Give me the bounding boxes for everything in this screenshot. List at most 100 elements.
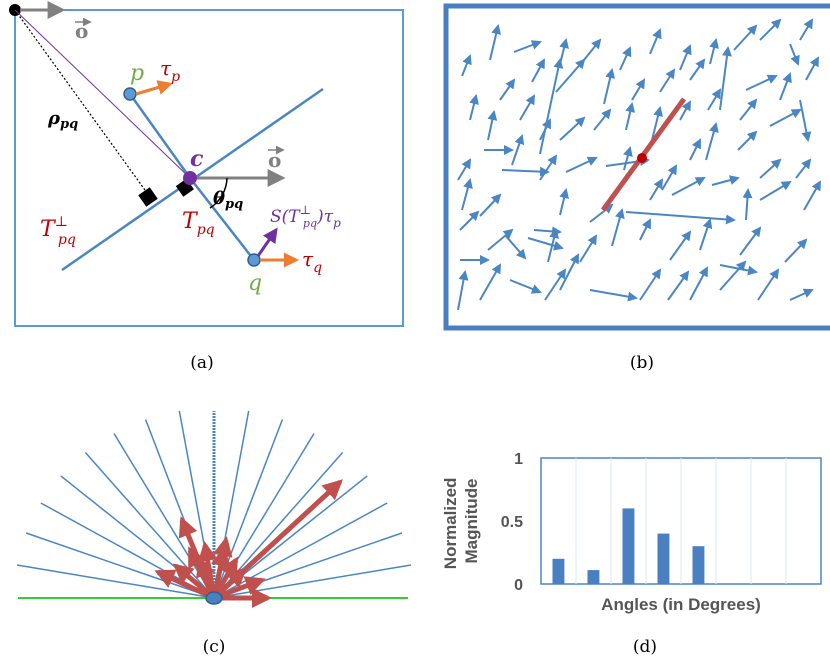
weighted-vector	[211, 536, 233, 599]
field-vector	[479, 193, 502, 217]
pq-segment-lower	[189, 177, 255, 261]
field-vector	[789, 43, 800, 66]
field-vector	[539, 154, 558, 181]
caption-b: (b)	[630, 353, 654, 373]
c-point	[183, 171, 197, 185]
field-vector	[679, 100, 691, 121]
field-vector	[719, 46, 732, 111]
field-vector	[559, 116, 586, 141]
y-tick-label: 0.5	[501, 514, 523, 531]
field-vector	[669, 230, 692, 261]
field-vector	[539, 58, 564, 155]
theta-arc	[209, 177, 228, 209]
weighted-vector	[172, 563, 216, 600]
caption-d: (d)	[633, 637, 657, 657]
field-vector	[742, 188, 753, 221]
field-vector	[779, 72, 792, 101]
x-axis-label: Angles (in Degrees)	[601, 595, 761, 614]
panel-b: (b)	[443, 3, 830, 373]
field-vector	[555, 58, 586, 93]
tau-p-arrow	[135, 80, 173, 96]
s-tau-arrow	[256, 227, 278, 257]
field-vector	[457, 158, 472, 181]
field-vector	[651, 106, 663, 141]
field-vector	[689, 138, 701, 161]
c-label: c	[190, 146, 204, 172]
caption-a: (a)	[190, 353, 213, 373]
field-vector	[733, 24, 758, 51]
o-label-mid: o	[268, 148, 281, 172]
field-vector	[705, 122, 719, 161]
bar	[692, 546, 705, 584]
field-vector	[759, 180, 792, 201]
orientation-ray	[16, 564, 215, 599]
field-vector	[649, 178, 664, 201]
edge-center-point	[637, 153, 647, 163]
field-vector	[805, 56, 819, 81]
field-vector	[639, 268, 662, 301]
panel-d: 0 0.5 1 Normalized Magnitude Angles (in De…	[441, 451, 822, 657]
field-vector	[531, 58, 545, 83]
field-vector	[533, 226, 562, 237]
y-tick-label: 0	[514, 577, 523, 594]
panel-b-frame	[443, 3, 830, 331]
field-vector	[619, 46, 632, 71]
y-tick-label: 1	[514, 451, 523, 468]
field-vector	[631, 78, 646, 101]
field-vector	[565, 156, 598, 173]
rho-dotted-line	[14, 9, 151, 198]
s-tau-label: S(T⊥ pq)τp	[270, 203, 341, 230]
field-vector	[559, 188, 569, 216]
field-vector	[661, 164, 678, 191]
field-vector	[603, 68, 616, 105]
t-pq-label: Tpq	[182, 209, 215, 238]
rho-label: ρpq	[47, 108, 78, 132]
field-vector	[625, 211, 736, 225]
field-vector	[589, 203, 614, 223]
field-vector	[699, 218, 713, 251]
field-vector	[759, 18, 782, 41]
field-vector	[799, 99, 812, 142]
y-axis-label: Normalized Magnitude	[441, 473, 481, 569]
field-vector	[689, 266, 708, 301]
field-vector	[707, 88, 722, 111]
y-axis-label-line1: Normalized	[441, 478, 460, 570]
panel-c: (c)	[16, 410, 412, 657]
field-vector	[511, 134, 525, 166]
field-vector	[487, 228, 514, 251]
p-point	[123, 87, 137, 101]
field-vector	[711, 175, 740, 186]
field-vector	[671, 177, 706, 196]
field-vector	[737, 130, 758, 151]
field-vector	[501, 166, 550, 177]
field-vector	[789, 288, 814, 301]
field-vector	[799, 18, 814, 41]
weighted-vector	[154, 569, 216, 601]
orientation-ray	[25, 532, 215, 599]
field-vector	[509, 279, 542, 294]
field-vector	[803, 180, 821, 211]
field-vector	[593, 108, 612, 131]
panel-a: o o c p τp ρpq θpq S(T⊥ pq)τ	[9, 1, 404, 373]
origin-to-c-line	[14, 9, 191, 179]
field-vector	[745, 74, 778, 91]
panel-a-frame	[14, 9, 404, 327]
weighted-vector	[213, 576, 266, 601]
field-vector	[649, 28, 662, 55]
field-vector	[625, 102, 636, 131]
field-vector	[623, 146, 633, 171]
field-vector	[667, 270, 690, 301]
field-vector	[719, 260, 747, 291]
caption-c: (c)	[203, 637, 226, 657]
field-vector	[719, 264, 758, 276]
bar	[552, 558, 565, 584]
field-vector	[709, 38, 719, 65]
q-label: q	[248, 271, 262, 296]
tau-q-label: τq	[302, 247, 322, 276]
field-vector	[499, 78, 516, 101]
field-vector	[487, 110, 498, 141]
field-vector	[559, 253, 579, 291]
field-vector	[519, 94, 536, 121]
field-vector	[459, 210, 480, 231]
